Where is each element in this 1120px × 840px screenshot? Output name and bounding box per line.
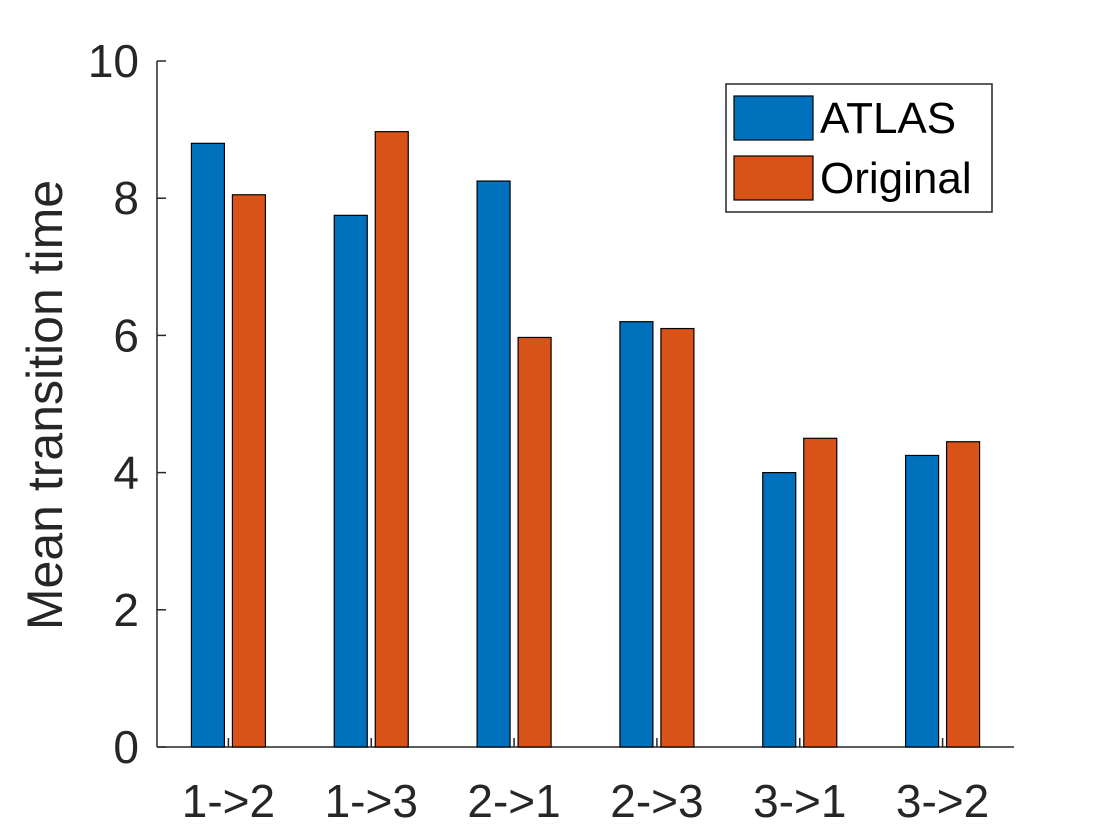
- bar-atlas-3->2: [904, 454, 940, 748]
- legend-swatch-atlas: [733, 95, 814, 141]
- bar-original-3->1: [803, 437, 838, 748]
- bar-atlas-3->1: [762, 472, 797, 748]
- y-tick-label: 6: [113, 309, 139, 361]
- bar-atlas-1->3: [333, 214, 368, 748]
- chart-axes: [156, 61, 1014, 748]
- x-tick-label: 3->2: [896, 775, 989, 827]
- y-axis-label: Mean transition time: [17, 180, 73, 630]
- x-tick-label: 1->3: [325, 775, 418, 827]
- legend-swatch-original: [733, 155, 814, 201]
- bar-atlas-2->3: [619, 321, 654, 748]
- bar-atlas-2->1: [476, 180, 511, 748]
- x-tick-labels: 1->2 1->3 2->1 2->3 3->1 3->2: [182, 775, 990, 827]
- legend-label-atlas: ATLAS: [820, 94, 956, 143]
- x-tick-label: 1->2: [182, 775, 275, 827]
- y-tick-label: 2: [113, 584, 139, 636]
- bar-original-1->3: [374, 131, 409, 748]
- y-tick-label: 4: [113, 447, 139, 499]
- x-tick-label: 3->1: [753, 775, 846, 827]
- bar-original-2->3: [660, 327, 695, 748]
- x-tick-label: 2->1: [467, 775, 560, 827]
- chart-bars: [190, 131, 981, 748]
- bar-atlas-1->2: [190, 142, 226, 748]
- bar-original-2->1: [517, 336, 552, 748]
- y-tick-label: 10: [88, 35, 139, 87]
- bar-original-1->2: [231, 194, 267, 748]
- y-tick-label: 0: [113, 721, 139, 773]
- y-tick-labels: 0 2 4 6 8 10: [88, 35, 166, 773]
- y-tick-label: 8: [113, 172, 139, 224]
- x-tick-label: 2->3: [610, 775, 703, 827]
- bar-original-3->2: [945, 441, 981, 748]
- legend: ATLAS Original: [725, 83, 993, 213]
- legend-label-original: Original: [820, 154, 972, 203]
